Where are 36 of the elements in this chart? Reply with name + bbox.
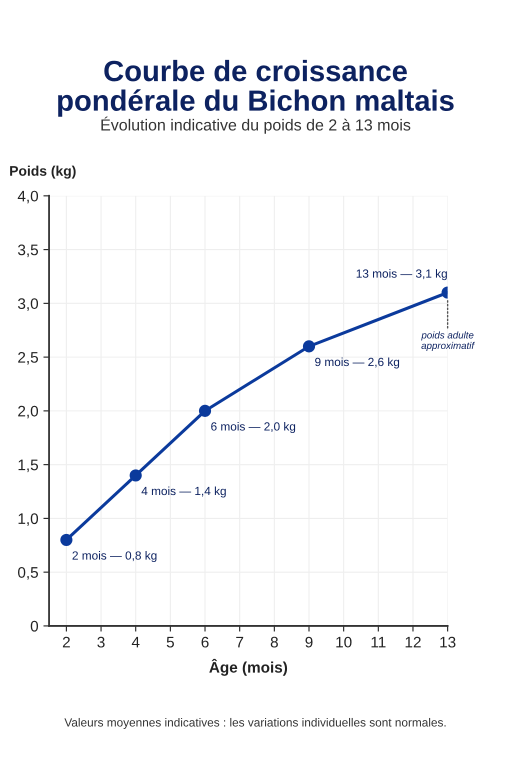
chart-title: Courbe de croissance pondérale du Bichon maltais bbox=[58, 60, 454, 117]
point bbox=[60, 534, 72, 546]
y-tick-label: 1,5 bbox=[18, 460, 38, 472]
x-tick-label: 5 bbox=[166, 636, 174, 648]
x-tick-label: 7 bbox=[236, 636, 244, 648]
data-label: 6 mois — 2,0 kg bbox=[211, 422, 296, 433]
x-tick-label: 10 bbox=[336, 636, 352, 648]
y-tick-label: 2,5 bbox=[18, 352, 38, 365]
y-tick-label: 4,0 bbox=[18, 190, 38, 204]
x-tick-label: 9 bbox=[305, 636, 313, 648]
x-tick-label: 12 bbox=[406, 636, 421, 648]
point bbox=[302, 340, 316, 352]
annotation: poids adulte approximatif bbox=[421, 331, 475, 351]
x-axis-title: Âge (mois) bbox=[209, 658, 288, 676]
x-tick-label: 6 bbox=[202, 636, 209, 648]
text: Valeurs moyennes indicatives : les variations individuelles sont normales. bbox=[64, 718, 446, 729]
point bbox=[130, 469, 142, 482]
y-tick-label: 0,5 bbox=[18, 567, 38, 580]
point bbox=[198, 404, 212, 417]
chart-subtitle: Évolution indicative du poids de 2 à 13 mois bbox=[101, 116, 410, 134]
y-axis-title: Poids (kg) bbox=[10, 166, 76, 179]
data-label: 9 mois — 2,6 kg bbox=[315, 357, 400, 368]
x-tick-label: 11 bbox=[372, 636, 386, 648]
data-label: 13 mois — 3,1 kg bbox=[356, 269, 447, 280]
y-tick-label: 1,0 bbox=[18, 513, 38, 526]
data-label: 4 mois — 1,4 kg bbox=[142, 486, 226, 498]
x-tick-label: 4 bbox=[132, 636, 140, 648]
x-tick-label: 8 bbox=[270, 636, 278, 648]
y-tick-label: 0 bbox=[30, 620, 38, 632]
data-label: 2 mois — 0,8 kg bbox=[72, 551, 156, 562]
x-tick-label: 13 bbox=[440, 636, 456, 648]
x-tick-label: 3 bbox=[97, 636, 105, 648]
y-tick-label: 3,5 bbox=[18, 244, 38, 258]
y-tick-label: 3,0 bbox=[18, 298, 38, 311]
x-tick-label: 2 bbox=[62, 636, 70, 648]
y-tick-label: 2,0 bbox=[18, 406, 38, 418]
